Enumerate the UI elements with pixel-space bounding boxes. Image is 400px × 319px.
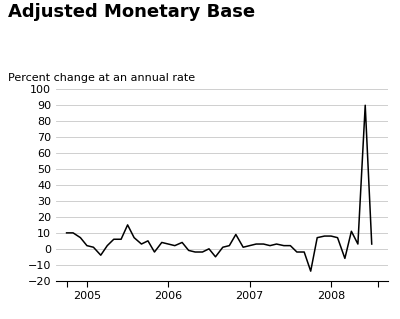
Text: Adjusted Monetary Base: Adjusted Monetary Base [8,3,255,21]
Text: Percent change at an annual rate: Percent change at an annual rate [8,73,195,83]
